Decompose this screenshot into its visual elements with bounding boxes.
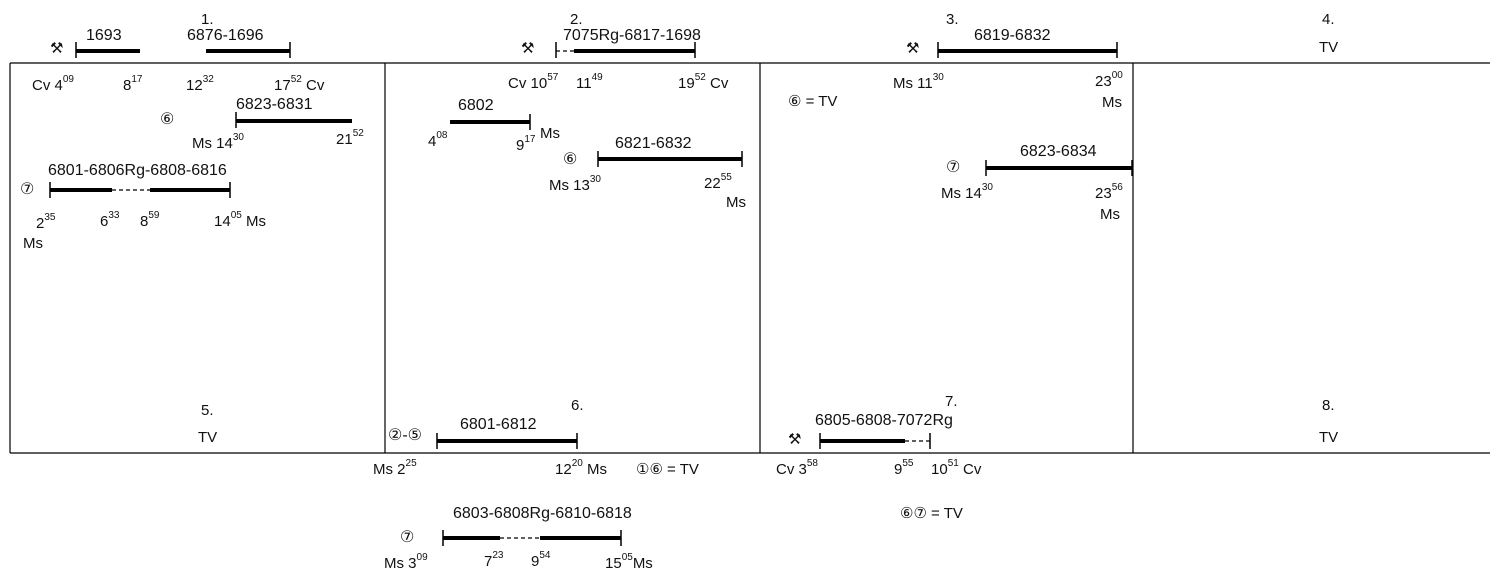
route-label: 6821-6832 (615, 135, 692, 152)
station-label: Ms (726, 194, 746, 211)
station-label: Ms (540, 125, 560, 142)
block-7-number: 7. (945, 393, 958, 410)
time-label: 1505Ms (605, 552, 653, 572)
time-label: Ms 1330 (549, 174, 601, 194)
route-label: 6876-1696 (187, 27, 264, 44)
route-label: 6805-6808-7072Rg (815, 412, 953, 429)
block-3-number: 3. (946, 11, 959, 28)
route-label: 6803-6808Rg-6810-6818 (453, 505, 632, 522)
time-label: 1752 Cv (274, 74, 325, 94)
time-label: 817 (123, 74, 143, 94)
route-label: 6802 (458, 97, 494, 114)
time-label: 1051 Cv (931, 458, 982, 478)
time-label: 2152 (336, 128, 364, 148)
circle-marker: ⑥ (160, 111, 175, 128)
route-label: 7075Rg-6817-1698 (563, 27, 701, 44)
hammer-pick-icon: ⚒ (788, 431, 802, 448)
time-label: 954 (531, 550, 551, 570)
route-label: 6801-6806Rg-6808-6816 (48, 162, 227, 179)
time-label: Ms 1430 (192, 132, 244, 152)
block-5-number: 5. (201, 402, 214, 419)
time-label: Ms 309 (384, 552, 428, 572)
time-label: 2300 (1095, 70, 1123, 90)
circle-marker: ⑥ (563, 151, 578, 168)
time-label: Cv 1057 (508, 72, 559, 92)
hammer-pick-icon: ⚒ (521, 40, 535, 57)
hammer-pick-icon: ⚒ (50, 40, 64, 57)
route-label: 6823-6831 (236, 96, 313, 113)
route-label: 6819-6832 (974, 27, 1051, 44)
time-label: 1952 Cv (678, 72, 729, 92)
route-label: 6801-6812 (460, 416, 537, 433)
tv-note: ⑥ = TV (788, 93, 838, 110)
circle-marker: ⑦ (400, 529, 415, 546)
time-label: 1149 (576, 72, 603, 92)
route-label: 6823-6834 (1020, 143, 1097, 160)
block-2-number: 2. (570, 11, 583, 28)
time-label: Ms 1130 (893, 72, 944, 92)
tv-label: TV (198, 429, 218, 446)
time-label: 2356 (1095, 182, 1123, 202)
tv-note: ①⑥ = TV (636, 461, 699, 478)
time-label: 1232 (186, 74, 214, 94)
circle-marker: ②-⑤ (388, 427, 423, 444)
block-4-number: 4. (1322, 11, 1335, 28)
station-label: Ms (1100, 206, 1120, 223)
time-label: 408 (428, 130, 448, 150)
time-label: Cv 358 (776, 458, 818, 478)
block-6-number: 6. (571, 397, 584, 414)
tv-label: TV (1319, 429, 1339, 446)
tv-note: ⑥⑦ = TV (900, 505, 963, 522)
time-label: 955 (894, 458, 914, 478)
time-label: 859 (140, 210, 160, 230)
block-1-number: 1. (201, 11, 214, 28)
time-label: Cv 409 (32, 74, 74, 94)
circle-marker: ⑦ (946, 159, 961, 176)
circle-marker: ⑦ (20, 181, 35, 198)
station-label: Ms (23, 235, 43, 252)
route-label: 1693 (86, 27, 122, 44)
time-label: Ms 225 (373, 458, 417, 478)
time-label: 1220 Ms (555, 458, 607, 478)
time-label: 235 (36, 212, 56, 232)
hammer-pick-icon: ⚒ (906, 40, 920, 57)
tv-label: TV (1319, 39, 1339, 56)
station-label: Ms (1102, 94, 1122, 111)
time-label: 723 (484, 550, 504, 570)
time-label: 2255 (704, 172, 732, 192)
time-label: 633 (100, 210, 120, 230)
time-label: Ms 1430 (941, 182, 993, 202)
time-label: 1405 Ms (214, 210, 266, 230)
block-8-number: 8. (1322, 397, 1335, 414)
time-label: 917 (516, 134, 536, 154)
